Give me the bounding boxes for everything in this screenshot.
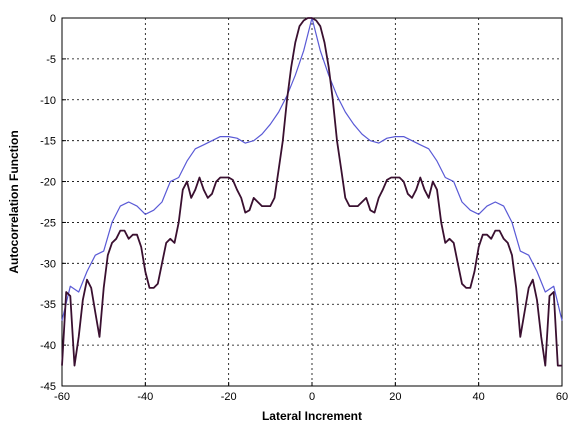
x-tick-label: 60 <box>556 391 568 403</box>
y-tick-label: -30 <box>40 258 56 270</box>
y-tick-label: 0 <box>50 13 56 25</box>
x-tick-label: 0 <box>309 391 315 403</box>
series-lines <box>61 17 563 367</box>
y-tick-label: -45 <box>40 381 56 393</box>
x-tick-label: -40 <box>137 391 153 403</box>
tick-labels: -60 -40 -20 0 20 40 60 0 -5 -10 -15 -20 -25 -30 -35 -40… <box>40 13 568 403</box>
grid <box>62 18 562 386</box>
x-tick-label: 20 <box>389 391 401 403</box>
y-tick-label: -20 <box>40 177 56 189</box>
y-tick-label: -5 <box>46 54 56 66</box>
y-axis-label: Autocorrelation Function <box>7 130 21 273</box>
y-tick-label: -15 <box>40 136 56 148</box>
y-tick-label: -40 <box>40 340 56 352</box>
x-tick-label: -60 <box>54 391 70 403</box>
y-tick-label: -35 <box>40 299 56 311</box>
y-tick-label: -25 <box>40 217 56 229</box>
x-axis-label: Lateral Increment <box>262 409 362 423</box>
x-tick-label: 40 <box>473 391 485 403</box>
x-tick-label: -20 <box>221 391 237 403</box>
series-line-2 <box>61 17 562 367</box>
y-tick-label: -10 <box>40 95 56 107</box>
